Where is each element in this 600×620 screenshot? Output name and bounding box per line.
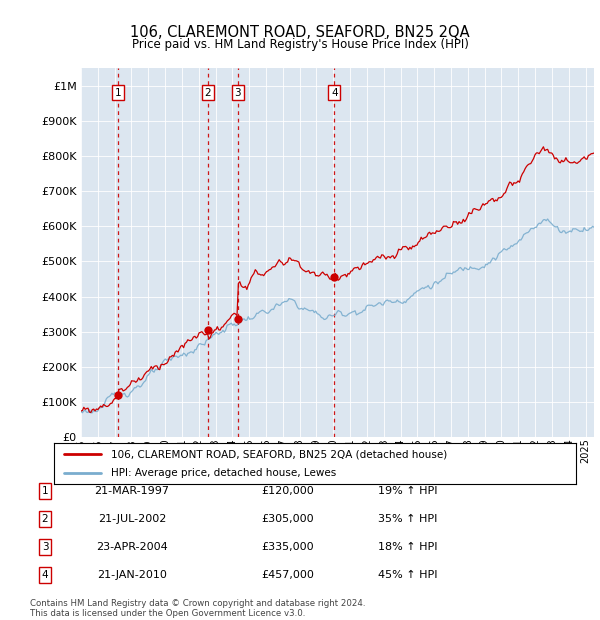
- Text: 3: 3: [41, 542, 49, 552]
- Text: £305,000: £305,000: [262, 514, 314, 524]
- Text: 2: 2: [41, 514, 49, 524]
- Text: 1: 1: [41, 486, 49, 496]
- Text: 18% ↑ HPI: 18% ↑ HPI: [378, 542, 438, 552]
- Text: £120,000: £120,000: [262, 486, 314, 496]
- Text: 4: 4: [331, 88, 338, 98]
- Text: 23-APR-2004: 23-APR-2004: [96, 542, 168, 552]
- Text: £335,000: £335,000: [262, 542, 314, 552]
- Text: 21-MAR-1997: 21-MAR-1997: [95, 486, 170, 496]
- Text: 21-JAN-2010: 21-JAN-2010: [97, 570, 167, 580]
- Text: 19% ↑ HPI: 19% ↑ HPI: [378, 486, 438, 496]
- Text: Price paid vs. HM Land Registry's House Price Index (HPI): Price paid vs. HM Land Registry's House …: [131, 38, 469, 51]
- Text: £457,000: £457,000: [262, 570, 314, 580]
- Text: 21-JUL-2002: 21-JUL-2002: [98, 514, 166, 524]
- Text: 1: 1: [115, 88, 122, 98]
- Text: 4: 4: [41, 570, 49, 580]
- Text: 106, CLAREMONT ROAD, SEAFORD, BN25 2QA: 106, CLAREMONT ROAD, SEAFORD, BN25 2QA: [130, 25, 470, 40]
- Text: 3: 3: [234, 88, 241, 98]
- Text: HPI: Average price, detached house, Lewes: HPI: Average price, detached house, Lewe…: [112, 467, 337, 478]
- Text: 106, CLAREMONT ROAD, SEAFORD, BN25 2QA (detached house): 106, CLAREMONT ROAD, SEAFORD, BN25 2QA (…: [112, 449, 448, 459]
- Text: Contains HM Land Registry data © Crown copyright and database right 2024.
This d: Contains HM Land Registry data © Crown c…: [30, 599, 365, 618]
- Text: 2: 2: [205, 88, 211, 98]
- Text: 35% ↑ HPI: 35% ↑ HPI: [379, 514, 437, 524]
- Text: 45% ↑ HPI: 45% ↑ HPI: [378, 570, 438, 580]
